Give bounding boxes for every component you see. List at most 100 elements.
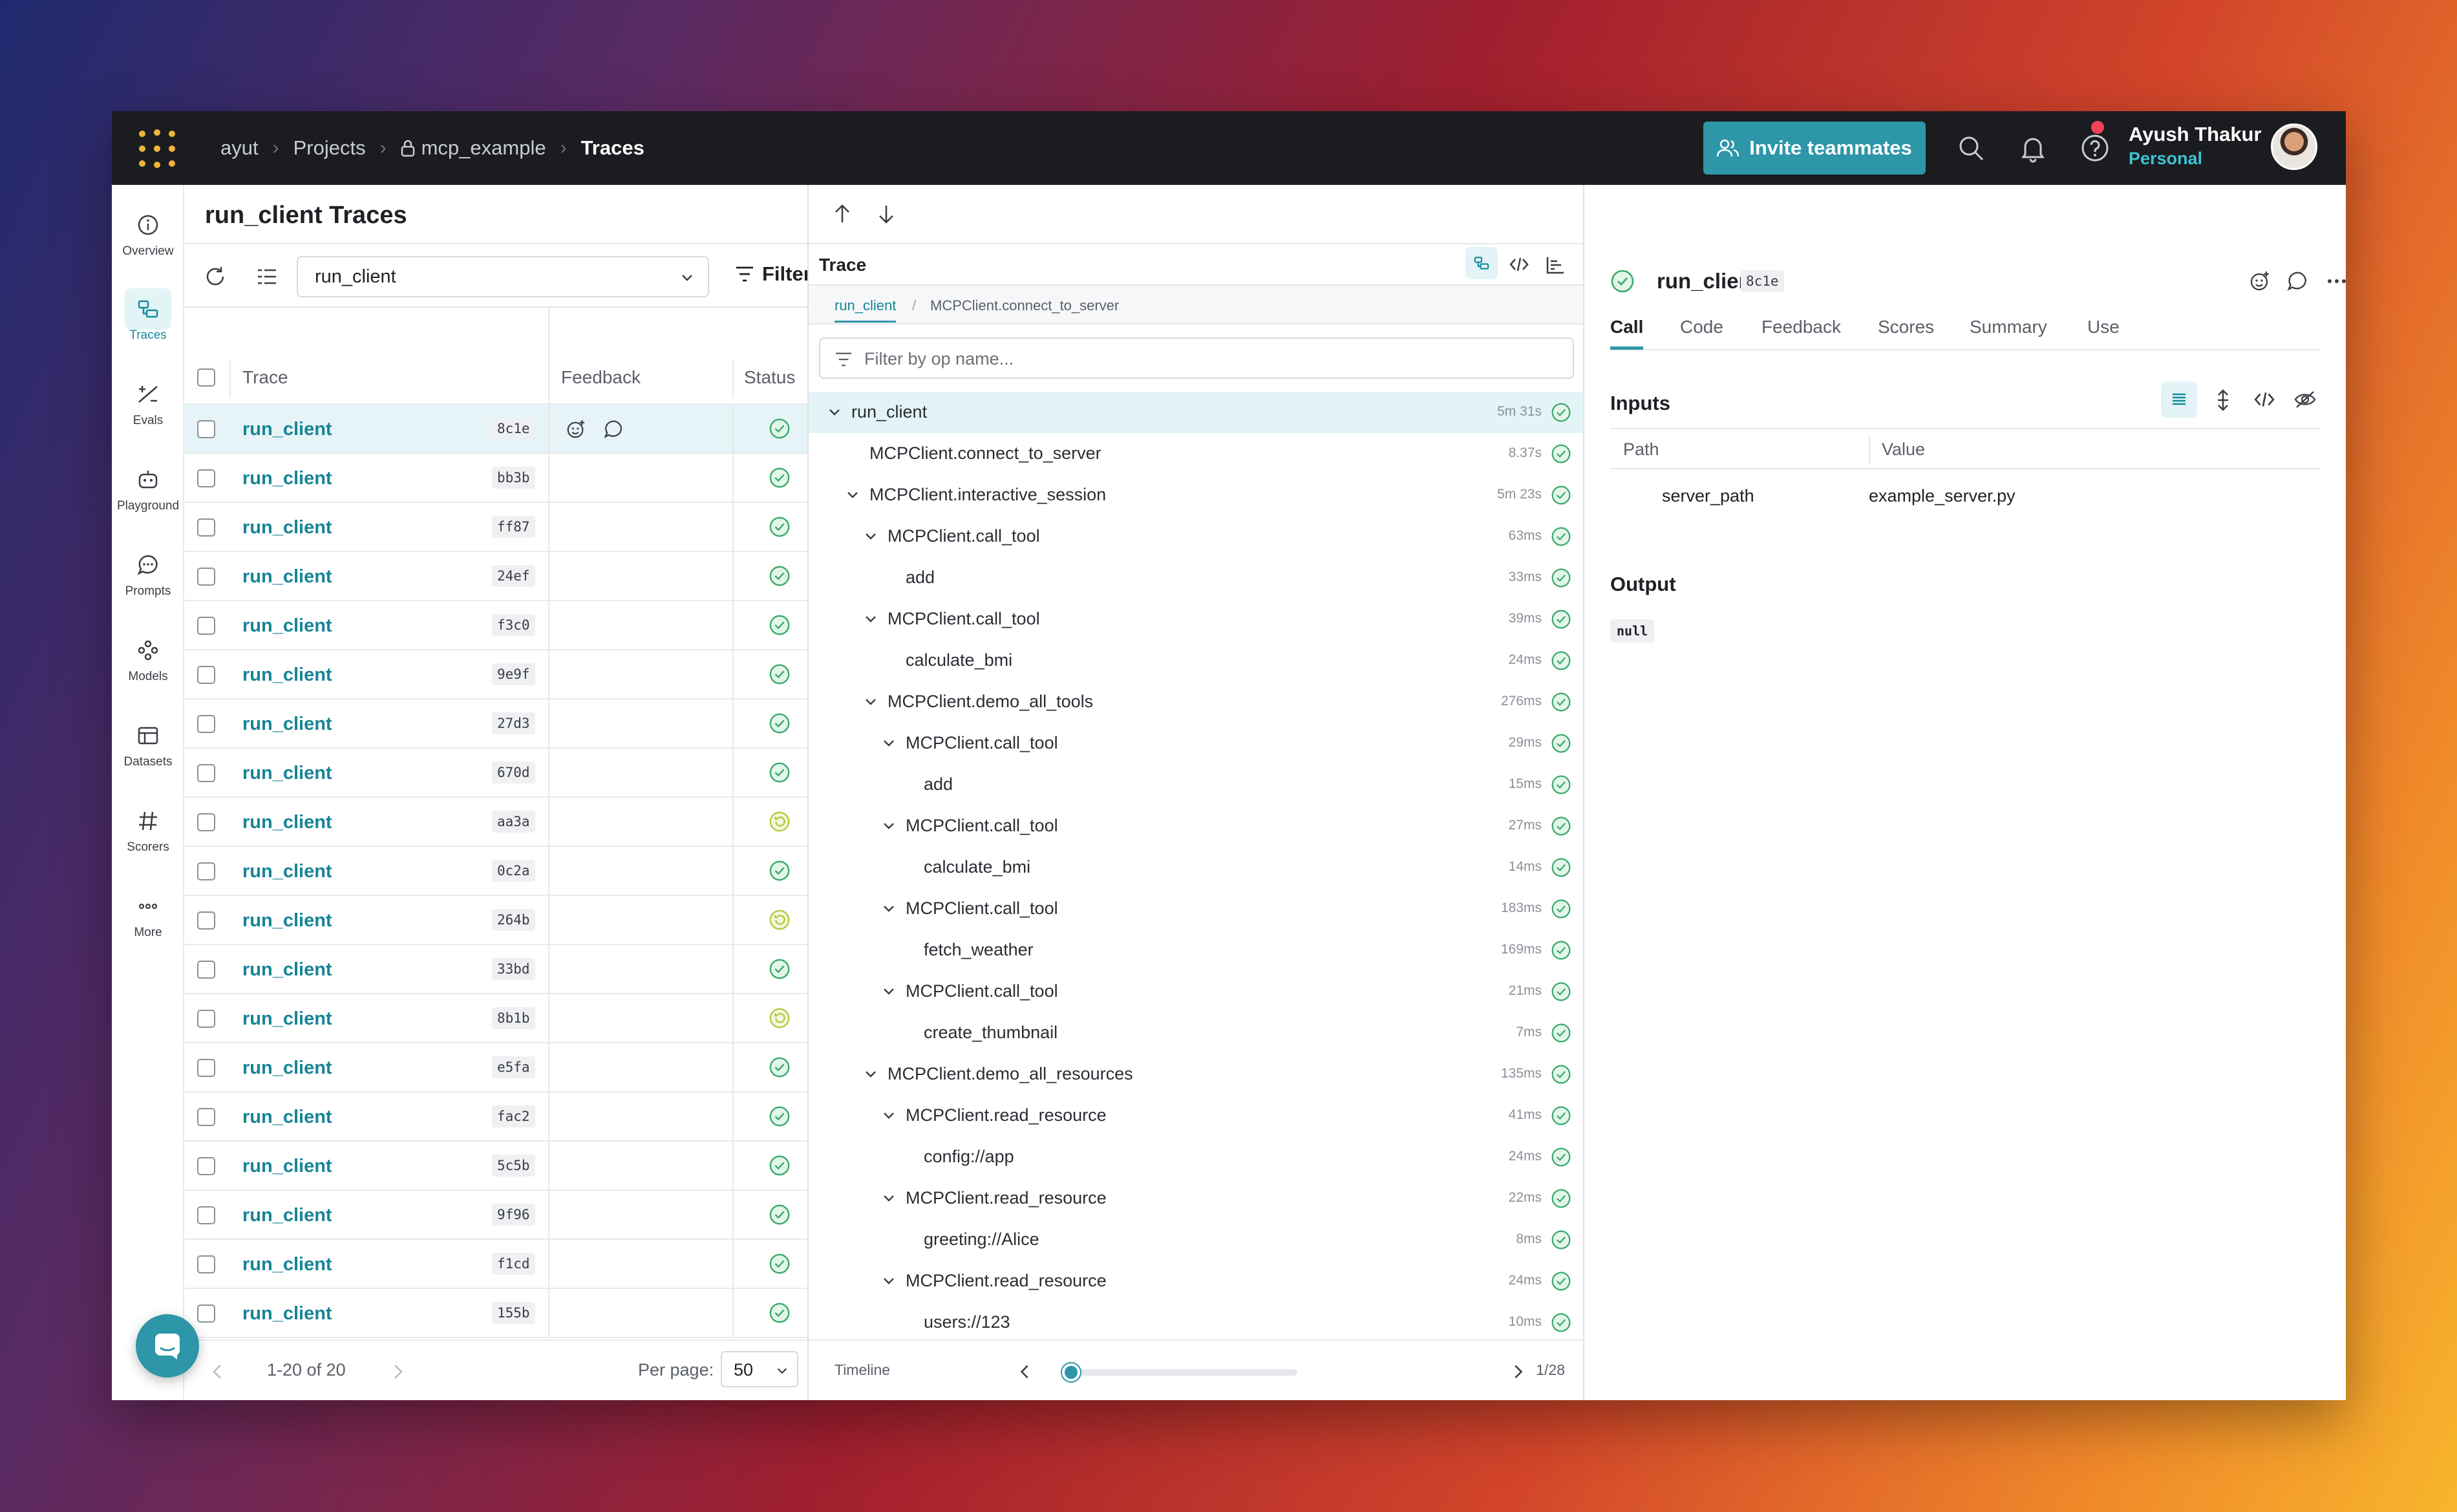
trace-name[interactable]: run_client [242,615,332,636]
op-filter-input[interactable]: Filter by op name... [819,337,1574,379]
trace-name[interactable]: run_client [242,1205,332,1226]
chevron-down-icon[interactable] [846,489,859,502]
timeline-chart-icon[interactable] [1546,256,1565,274]
crumb-projects[interactable]: Projects [293,136,366,159]
trace-name[interactable]: run_client [242,1058,332,1078]
trace-name[interactable]: run_client [242,1008,332,1029]
row-checkbox[interactable] [197,911,215,930]
help-icon[interactable] [2079,133,2111,164]
nav-models[interactable]: Models [112,630,184,701]
trace-name[interactable]: run_client [242,665,332,685]
table-row[interactable]: run_client 27d3 [184,699,807,749]
timeline-knob[interactable] [1062,1363,1080,1381]
tree-node[interactable]: config://app 24ms [809,1136,1583,1178]
user-workspace[interactable]: Personal [2129,149,2203,168]
row-checkbox[interactable] [197,1206,215,1224]
row-checkbox[interactable] [197,813,215,831]
table-row[interactable]: run_client ff87 [184,503,807,552]
tree-view-button[interactable] [1465,247,1498,279]
row-checkbox[interactable] [197,862,215,880]
table-view-button[interactable] [2161,381,2197,418]
tree-node[interactable]: MCPClient.interactive_session 5m 23s [809,474,1583,516]
timeline-slider[interactable] [1062,1363,1297,1381]
table-row[interactable]: run_client e5fa [184,1043,807,1092]
tree-node[interactable]: MCPClient.call_tool 63ms [809,516,1583,557]
chevron-down-icon[interactable] [864,530,877,543]
tab-call[interactable]: Call [1610,317,1644,350]
table-row[interactable]: run_client 24ef [184,552,807,601]
trace-name[interactable]: run_client [242,763,332,783]
table-row[interactable]: run_client 8b1b [184,994,807,1043]
tab-use[interactable]: Use [2087,317,2120,337]
row-checkbox[interactable] [197,420,215,438]
tree-node[interactable]: MCPClient.call_tool 27ms [809,805,1583,847]
col-status[interactable]: Status [744,367,796,387]
chevron-down-icon[interactable] [882,902,895,915]
chevron-down-icon[interactable] [882,820,895,833]
expand-vertical-icon[interactable] [2213,389,2233,411]
row-checkbox[interactable] [197,715,215,733]
trace-name[interactable]: run_client [242,910,332,931]
chevron-down-icon[interactable] [864,696,877,708]
trace-name[interactable]: run_client [242,861,332,882]
row-checkbox[interactable] [197,1010,215,1028]
bell-icon[interactable] [2017,133,2048,164]
tree-node[interactable]: create_thumbnail 7ms [809,1012,1583,1054]
table-row[interactable]: run_client 0c2a [184,847,807,896]
tree-node[interactable]: MCPClient.demo_all_tools 276ms [809,681,1583,723]
col-feedback[interactable]: Feedback [561,367,641,387]
tree-node[interactable]: MCPClient.read_resource 24ms [809,1261,1583,1302]
chevron-down-icon[interactable] [864,613,877,626]
columns-icon[interactable] [255,265,279,288]
timeline-prev-icon[interactable] [1018,1363,1032,1381]
comment-icon[interactable] [2286,270,2308,292]
trace-name[interactable]: run_client [242,517,332,538]
chevron-down-icon[interactable] [828,406,841,419]
tab-code[interactable]: Code [1680,317,1723,337]
table-row[interactable]: run_client 5c5b [184,1142,807,1191]
trace-name[interactable]: run_client [242,714,332,734]
filter-button[interactable]: Filter [735,262,807,286]
trace-crumb-root[interactable]: run_client [835,297,897,323]
tree-node[interactable]: MCPClient.read_resource 22ms [809,1178,1583,1219]
trace-name[interactable]: run_client [242,959,332,980]
more-options-icon[interactable] [2325,270,2346,292]
invite-teammates-button[interactable]: Invite teammates [1703,122,1926,175]
refresh-icon[interactable] [204,265,227,288]
trace-name[interactable]: run_client [242,1254,332,1275]
crumb-project[interactable]: mcp_example [421,136,546,159]
trace-name[interactable]: run_client [242,468,332,489]
tree-node[interactable]: MCPClient.call_tool 21ms [809,971,1583,1012]
tab-summary[interactable]: Summary [1970,317,2047,337]
row-checkbox[interactable] [197,961,215,979]
col-trace[interactable]: Trace [242,367,288,387]
tab-feedback[interactable]: Feedback [1761,317,1841,337]
trace-name[interactable]: run_client [242,1303,332,1324]
tree-node[interactable]: users://123 10ms [809,1302,1583,1343]
nav-more[interactable]: More [112,886,184,957]
table-row[interactable]: run_client f1cd [184,1240,807,1289]
select-all-checkbox[interactable] [197,368,215,387]
chat-support-button[interactable] [136,1314,199,1378]
nav-overview[interactable]: Overview [112,204,184,275]
row-checkbox[interactable] [197,617,215,635]
add-reaction-icon[interactable] [566,419,586,440]
row-checkbox[interactable] [197,1157,215,1175]
timeline-next-icon[interactable] [1511,1363,1525,1381]
table-row[interactable]: run_client 9e9f [184,650,807,699]
tree-node[interactable]: add 33ms [809,557,1583,599]
prev-page-icon[interactable] [210,1363,226,1381]
nav-playground[interactable]: Playground [112,459,184,530]
table-row[interactable]: run_client 33bd [184,945,807,994]
code-icon[interactable] [1509,256,1529,273]
call-id-badge[interactable]: 8c1e [1741,270,1784,292]
table-row[interactable]: run_client 670d [184,749,807,798]
avatar[interactable] [2271,123,2317,170]
tree-node[interactable]: MCPClient.call_tool 183ms [809,888,1583,930]
row-checkbox[interactable] [197,1304,215,1323]
tree-node[interactable]: MCPClient.call_tool 39ms [809,599,1583,640]
row-checkbox[interactable] [197,568,215,586]
table-row[interactable]: run_client aa3a [184,798,807,847]
row-checkbox[interactable] [197,469,215,487]
per-page-select[interactable]: 50 [721,1351,798,1387]
